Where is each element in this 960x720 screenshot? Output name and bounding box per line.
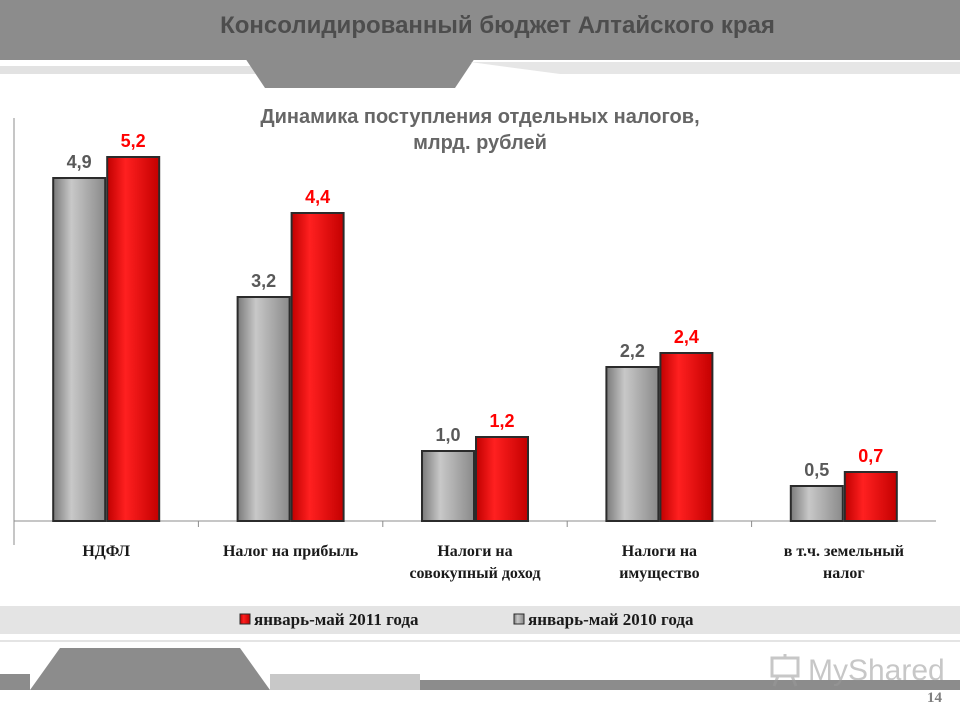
chart-title-line-2: млрд. рублей [413,132,547,154]
bar-2011-5 [843,471,898,522]
legend-background [0,606,960,634]
data-label-2011-3: 1,2 [489,411,514,431]
category-label-4-line-1: Налоги на [622,543,697,560]
banner-background [0,0,960,60]
data-label-2010-3: 1,0 [435,425,460,445]
footer-tab [30,648,270,690]
banner-tab [245,58,475,88]
category-label-2-line-1: Налог на прибыль [223,543,359,560]
footer-block-left [0,674,30,690]
data-label-2011-5: 0,7 [858,446,883,466]
data-label-2010-1: 4,9 [67,152,92,172]
presentation-board-icon [770,654,800,687]
watermark: MyShared [768,652,945,692]
data-label-2011-1: 5,2 [121,131,146,151]
banner-stripe-right [470,62,960,74]
bar-2010-4 [605,366,660,522]
bar-2011-4 [659,352,714,522]
page-number: 14 [927,690,942,706]
data-label-2010-5: 0,5 [804,460,829,480]
legend-2011-swatch [239,613,251,625]
bar-2010-1 [52,177,107,522]
watermark-text: MyShared [808,654,945,687]
legend-2010-label: январь-май 2010 года [528,610,694,629]
data-label-2010-4: 2,2 [620,341,645,361]
data-label-2011-4: 2,4 [674,327,699,347]
bar-2011-1 [106,156,161,522]
data-label-2011-2: 4,4 [305,187,330,207]
category-label-3-line-2: совокупный доход [409,565,540,582]
legend-band: январь-май 2011 года январь-май 2010 года [0,606,960,634]
header-banner [0,0,960,88]
bar-2010-2 [236,296,291,522]
category-label-4-line-2: имущество [619,565,699,582]
category-label-5-line-1: в т.ч. земельный [784,543,904,560]
category-label-1-line-1: НДФЛ [82,543,130,560]
bar-2011-2 [290,212,345,522]
plot-area: 4,9 5,2 3,2 4,4 1,0 1,2 2,2 2,4 0,5 0,7 НДФЛ Налог… [13,118,936,582]
bar-2010-3 [421,450,475,522]
chart-title-line-1: Динамика поступления отдельных налогов, [260,106,700,128]
footer-decoration [0,640,960,720]
legend-2010-swatch [513,613,525,625]
footer-bar [420,680,960,690]
bar-2010-5 [789,485,844,522]
footer-stripe [270,674,420,690]
category-label-3-line-1: Налоги на [437,543,512,560]
bar-2011-3 [475,436,529,522]
chart-title: Динамика поступления отдельных налогов, … [180,104,780,156]
footer-base [0,692,960,720]
page-title: Консолидированный бюджет Алтайского края [220,12,775,39]
category-label-5-line-2: налог [823,565,865,582]
legend-2011-label: январь-май 2011 года [254,610,419,629]
data-label-2010-2: 3,2 [251,271,276,291]
